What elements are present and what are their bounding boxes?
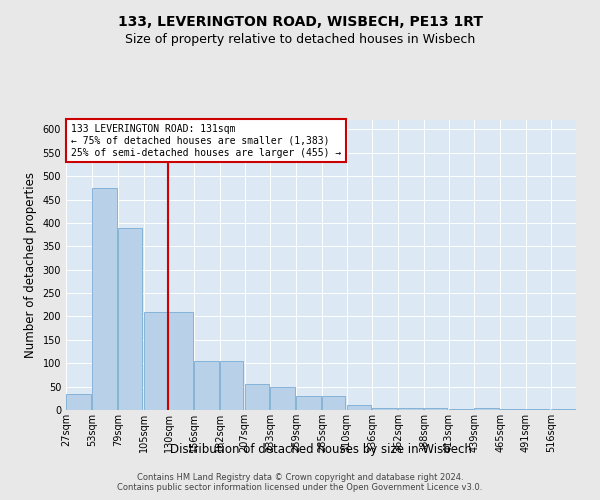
Bar — [551, 409, 575, 410]
Text: 133, LEVERINGTON ROAD, WISBECH, PE13 1RT: 133, LEVERINGTON ROAD, WISBECH, PE13 1RT — [118, 15, 482, 29]
Bar — [92, 188, 116, 410]
Bar — [169, 312, 193, 410]
Text: Size of property relative to detached houses in Wisbech: Size of property relative to detached ho… — [125, 32, 475, 46]
Bar — [449, 409, 473, 410]
Bar — [347, 406, 371, 410]
Bar — [475, 408, 499, 410]
Bar — [398, 408, 422, 410]
Bar — [271, 386, 295, 410]
Bar — [526, 409, 549, 410]
Bar — [144, 312, 167, 410]
Bar — [373, 408, 397, 410]
Bar — [245, 384, 269, 410]
Text: Contains HM Land Registry data © Crown copyright and database right 2024.
Contai: Contains HM Land Registry data © Crown c… — [118, 472, 482, 492]
Bar — [500, 409, 524, 410]
Bar — [194, 361, 218, 410]
Bar — [67, 394, 91, 410]
Bar — [322, 396, 345, 410]
Bar — [220, 361, 243, 410]
Bar — [296, 396, 320, 410]
Bar — [118, 228, 142, 410]
Text: 133 LEVERINGTON ROAD: 131sqm
← 75% of detached houses are smaller (1,383)
25% of: 133 LEVERINGTON ROAD: 131sqm ← 75% of de… — [71, 124, 341, 158]
Bar — [424, 408, 447, 410]
Y-axis label: Number of detached properties: Number of detached properties — [24, 172, 37, 358]
Text: Distribution of detached houses by size in Wisbech: Distribution of detached houses by size … — [170, 442, 472, 456]
